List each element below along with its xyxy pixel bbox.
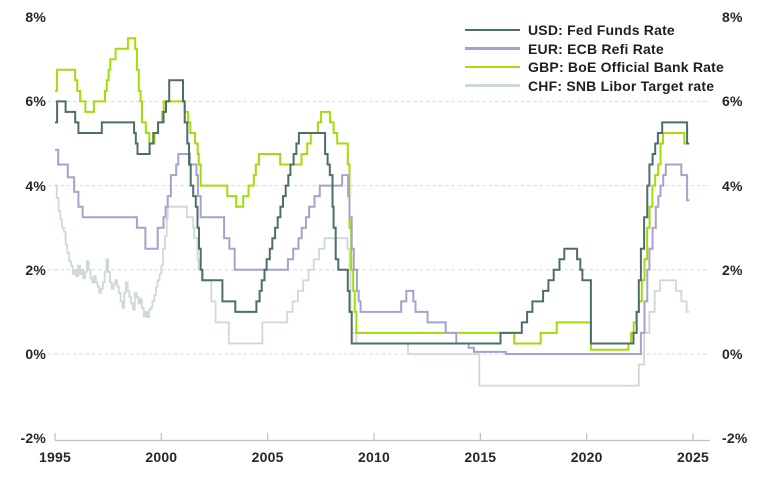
y-tick-left-8pct: 8% [25, 9, 46, 26]
x-tick-2015: 2015 [464, 449, 497, 465]
y-tick-right-4pct: 4% [722, 177, 743, 194]
y-tick-left-6pct: 6% [25, 93, 46, 110]
y-tick-left-2pct: 2% [25, 261, 46, 278]
x-tick-2025: 2025 [677, 449, 709, 465]
legend-label-eur: EUR: ECB Refi Rate [528, 40, 664, 57]
legend-item-eur: EUR: ECB Refi Rate [465, 40, 664, 58]
legend-item-chf: CHF: SNB Libor Target rate [465, 77, 714, 95]
legend-label-chf: CHF: SNB Libor Target rate [528, 77, 715, 94]
legend-item-usd: USD: Fed Funds Rate [465, 21, 675, 39]
x-tick-2000: 2000 [145, 449, 178, 465]
y-tick-right--2pct: -2% [722, 430, 748, 447]
series-line-chf [55, 184, 690, 387]
y-tick-left-0pct: 0% [25, 346, 46, 362]
legend-swatch-eur [465, 47, 520, 50]
y-tick-right-6pct: 6% [722, 93, 743, 110]
x-tick-1995: 1995 [39, 449, 71, 465]
legend-swatch-chf [465, 84, 520, 87]
series-line-usd [55, 79, 690, 345]
y-tick-right-8pct: 8% [722, 9, 743, 26]
legend-item-gbp: GBP: BoE Official Bank Rate [465, 58, 724, 76]
legend-label-usd: USD: Fed Funds Rate [528, 22, 675, 38]
legend-swatch-gbp [465, 65, 520, 69]
x-tick-2010: 2010 [358, 449, 390, 465]
y-tick-left--2pct: -2% [20, 430, 46, 447]
legend-label-gbp: GBP: BoE Official Bank Rate [528, 59, 724, 75]
legend-swatch-usd [465, 28, 520, 32]
series-line-eur [55, 148, 690, 355]
y-tick-left-4pct: 4% [25, 177, 46, 194]
y-tick-right-0pct: 0% [722, 346, 743, 362]
x-tick-2020: 2020 [570, 449, 603, 465]
y-tick-right-2pct: 2% [722, 261, 743, 278]
x-tick-2005: 2005 [251, 449, 284, 465]
